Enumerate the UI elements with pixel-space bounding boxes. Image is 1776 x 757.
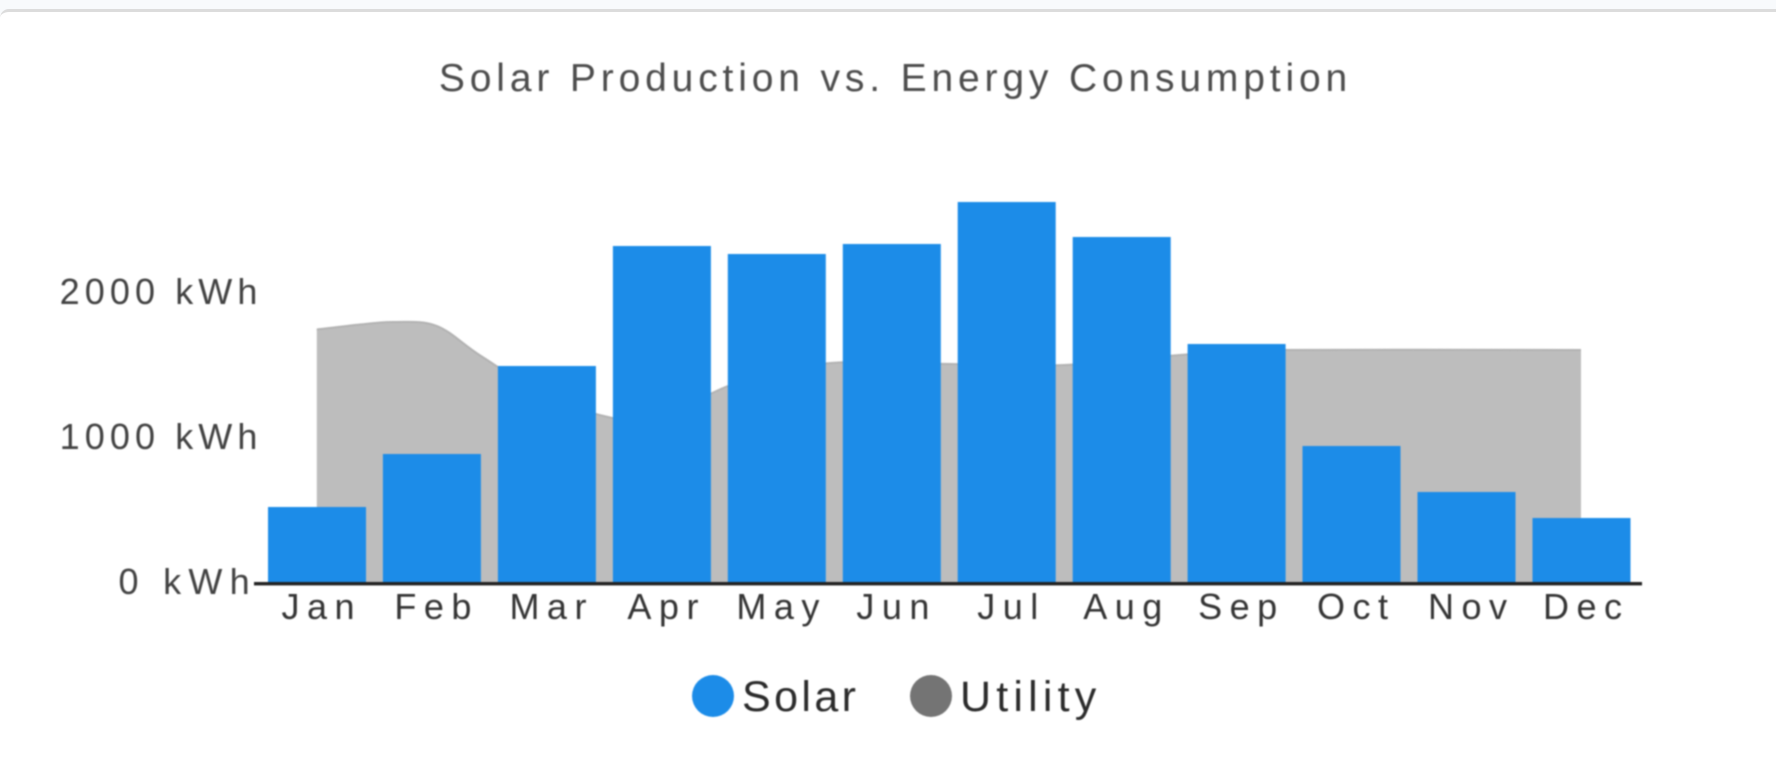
svg-text:Utility: Utility (960, 673, 1102, 721)
svg-text:Dec: Dec (1543, 586, 1630, 627)
svg-text:2000 kWh: 2000 kWh (60, 271, 263, 312)
svg-text:Oct: Oct (1317, 586, 1396, 627)
svg-text:Jun: Jun (856, 586, 937, 627)
svg-text:0 kWh: 0 kWh (118, 561, 257, 602)
svg-text:Sep: Sep (1198, 586, 1285, 627)
svg-text:1000 kWh: 1000 kWh (60, 416, 263, 457)
svg-text:Apr: Apr (627, 586, 706, 627)
svg-text:Solar Production vs. Energy Co: Solar Production vs. Energy Consumption (439, 57, 1352, 100)
svg-text:Aug: Aug (1083, 586, 1170, 627)
svg-text:Jul: Jul (977, 586, 1046, 627)
svg-text:Mar: Mar (509, 586, 594, 627)
svg-text:Jan: Jan (282, 586, 363, 627)
svg-text:Solar: Solar (742, 673, 859, 721)
svg-text:Nov: Nov (1428, 586, 1515, 627)
svg-text:May: May (736, 586, 827, 627)
svg-text:Feb: Feb (394, 586, 479, 627)
